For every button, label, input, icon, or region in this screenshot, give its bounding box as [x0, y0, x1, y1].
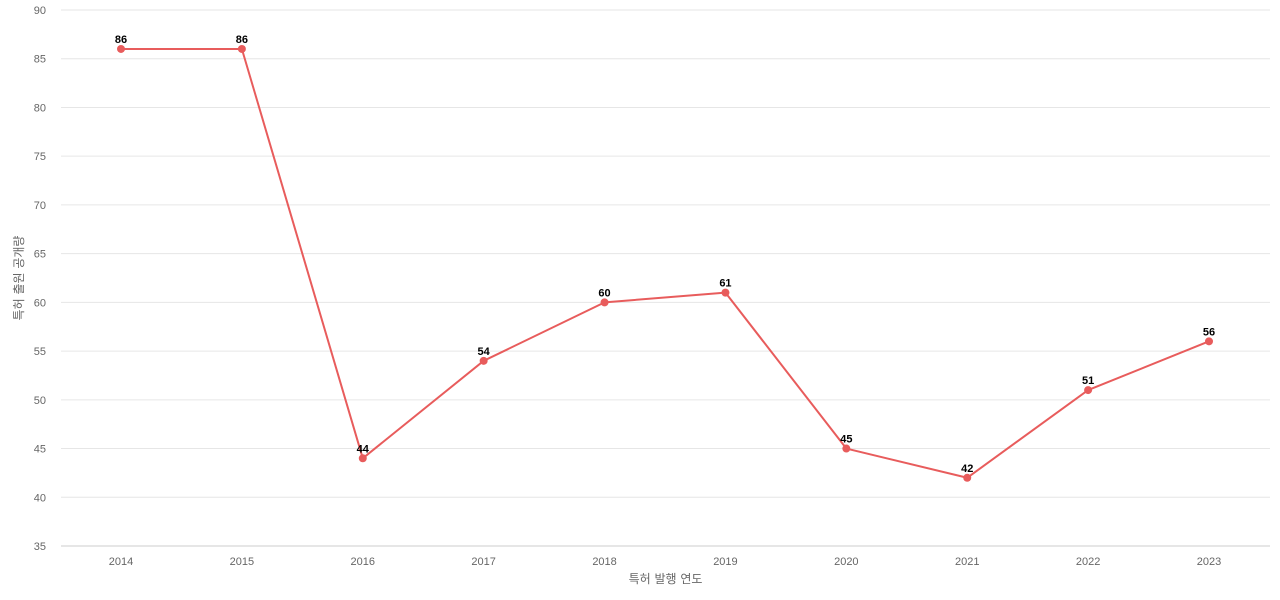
x-axis-title: 특허 발행 연도: [629, 571, 703, 586]
data-label: 45: [840, 434, 852, 446]
data-point[interactable]: [963, 473, 972, 482]
data-point[interactable]: [237, 44, 246, 53]
data-label: 42: [961, 463, 973, 475]
data-point[interactable]: [721, 288, 730, 297]
data-label: 51: [1082, 375, 1094, 387]
y-tick-label: 55: [34, 346, 46, 358]
data-point[interactable]: [842, 444, 851, 453]
x-tick-label: 2015: [230, 556, 254, 568]
series-line: [121, 47, 1210, 479]
y-tick-label: 85: [34, 54, 46, 66]
x-axis-ticks: 2014 2015 2016 2017 2018 2019 2020 2021 2022 2023: [109, 556, 1221, 568]
y-tick-label: 50: [34, 395, 46, 407]
x-tick-label: 2014: [109, 556, 133, 568]
y-tick-label: 45: [34, 444, 46, 456]
gridlines: [61, 9, 1270, 498]
data-point[interactable]: [479, 356, 488, 365]
y-axis-title: 특허 출원 공개량: [12, 236, 26, 321]
y-tick-label: 75: [34, 151, 46, 163]
series-group: [117, 44, 1213, 482]
x-tick-label: 2019: [713, 556, 737, 568]
data-labels: 86 86 44 54 60 61 45 42 51 56: [115, 34, 1215, 475]
data-point[interactable]: [1084, 386, 1093, 395]
data-point[interactable]: [600, 298, 609, 307]
y-tick-label: 65: [34, 249, 46, 261]
x-tick-label: 2023: [1197, 556, 1221, 568]
data-label: 56: [1203, 326, 1215, 338]
data-label: 61: [719, 278, 731, 290]
x-tick-label: 2017: [471, 556, 495, 568]
x-tick-label: 2020: [834, 556, 858, 568]
data-label: 60: [598, 287, 610, 299]
y-tick-label: 90: [34, 5, 46, 17]
data-label: 86: [115, 34, 127, 46]
y-tick-label: 35: [34, 541, 46, 553]
y-tick-label: 70: [34, 200, 46, 212]
data-point[interactable]: [117, 44, 125, 53]
x-tick-label: 2018: [592, 556, 616, 568]
y-tick-label: 80: [34, 102, 46, 114]
data-point[interactable]: [1205, 337, 1213, 346]
x-tick-label: 2016: [351, 556, 375, 568]
data-label: 86: [236, 34, 248, 46]
y-tick-label: 40: [34, 492, 46, 504]
data-label: 54: [478, 346, 491, 358]
data-label: 44: [357, 443, 370, 455]
y-tick-label: 60: [34, 297, 46, 309]
x-tick-label: 2021: [955, 556, 979, 568]
y-axis-ticks: 35 40 45 50 55 60 65 70 75 80 85 90: [34, 5, 46, 553]
data-point[interactable]: [358, 454, 367, 463]
x-tick-label: 2022: [1076, 556, 1100, 568]
